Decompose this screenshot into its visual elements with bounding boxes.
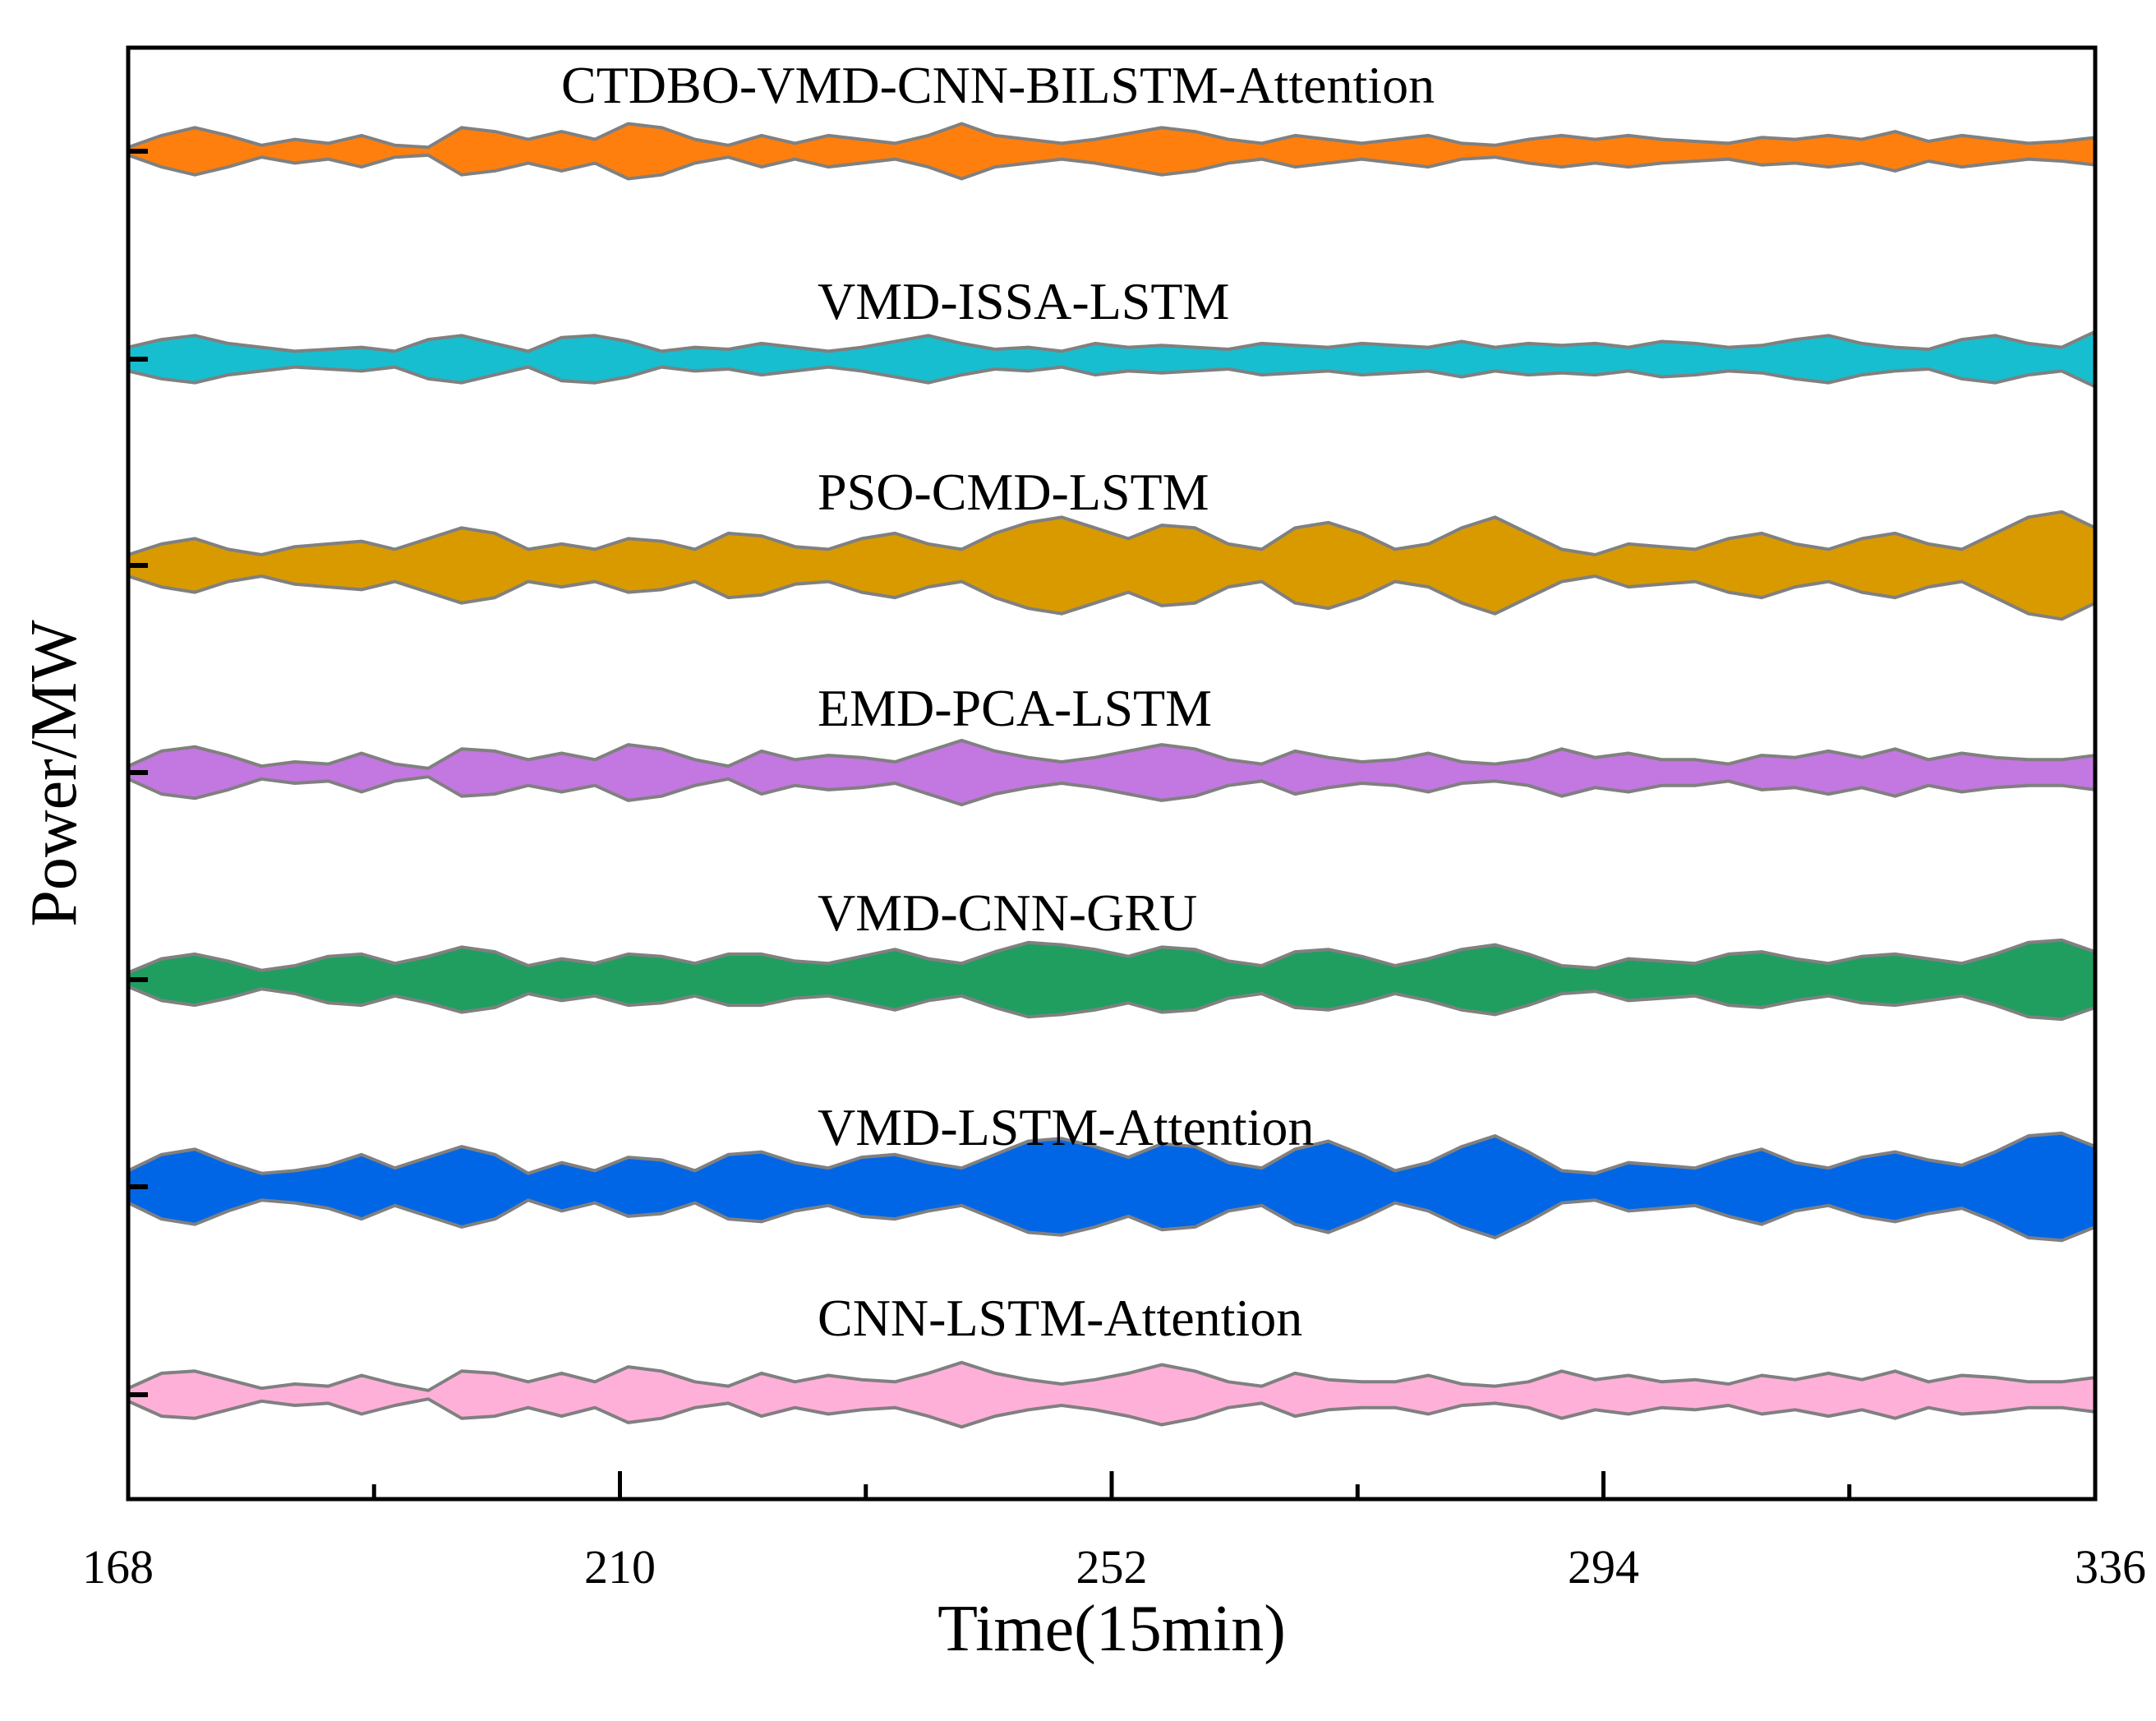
series-label-2: VMD-ISSA-LSTM (818, 272, 1229, 330)
y-axis-title: Power/MW (18, 620, 90, 927)
series-label-6: VMD-LSTM-Attention (818, 1098, 1314, 1156)
series-label-7: CNN-LSTM-Attention (818, 1289, 1302, 1347)
x-tick-label: 168 (82, 1540, 154, 1594)
series-label-3: PSO-CMD-LSTM (818, 463, 1209, 521)
x-tick-label: 294 (1568, 1540, 1639, 1594)
x-tick-label: 336 (2075, 1540, 2146, 1594)
series-label-5: VMD-CNN-GRU (818, 884, 1197, 942)
x-tick-label: 252 (1076, 1540, 1148, 1594)
plot-frame (126, 45, 2098, 1502)
series-label-4: EMD-PCA-LSTM (818, 679, 1212, 737)
x-tick-label: 210 (584, 1540, 656, 1594)
series-layer: CTDBO-VMD-CNN-BILSTM-Attention VMD-ISSA-L… (127, 56, 2097, 1429)
series-label-1: CTDBO-VMD-CNN-BILSTM-Attention (561, 56, 1435, 114)
x-axis-title: Time(15min) (937, 1593, 1286, 1665)
axis-layer: 168 210 252 294 336 (82, 149, 2146, 1594)
